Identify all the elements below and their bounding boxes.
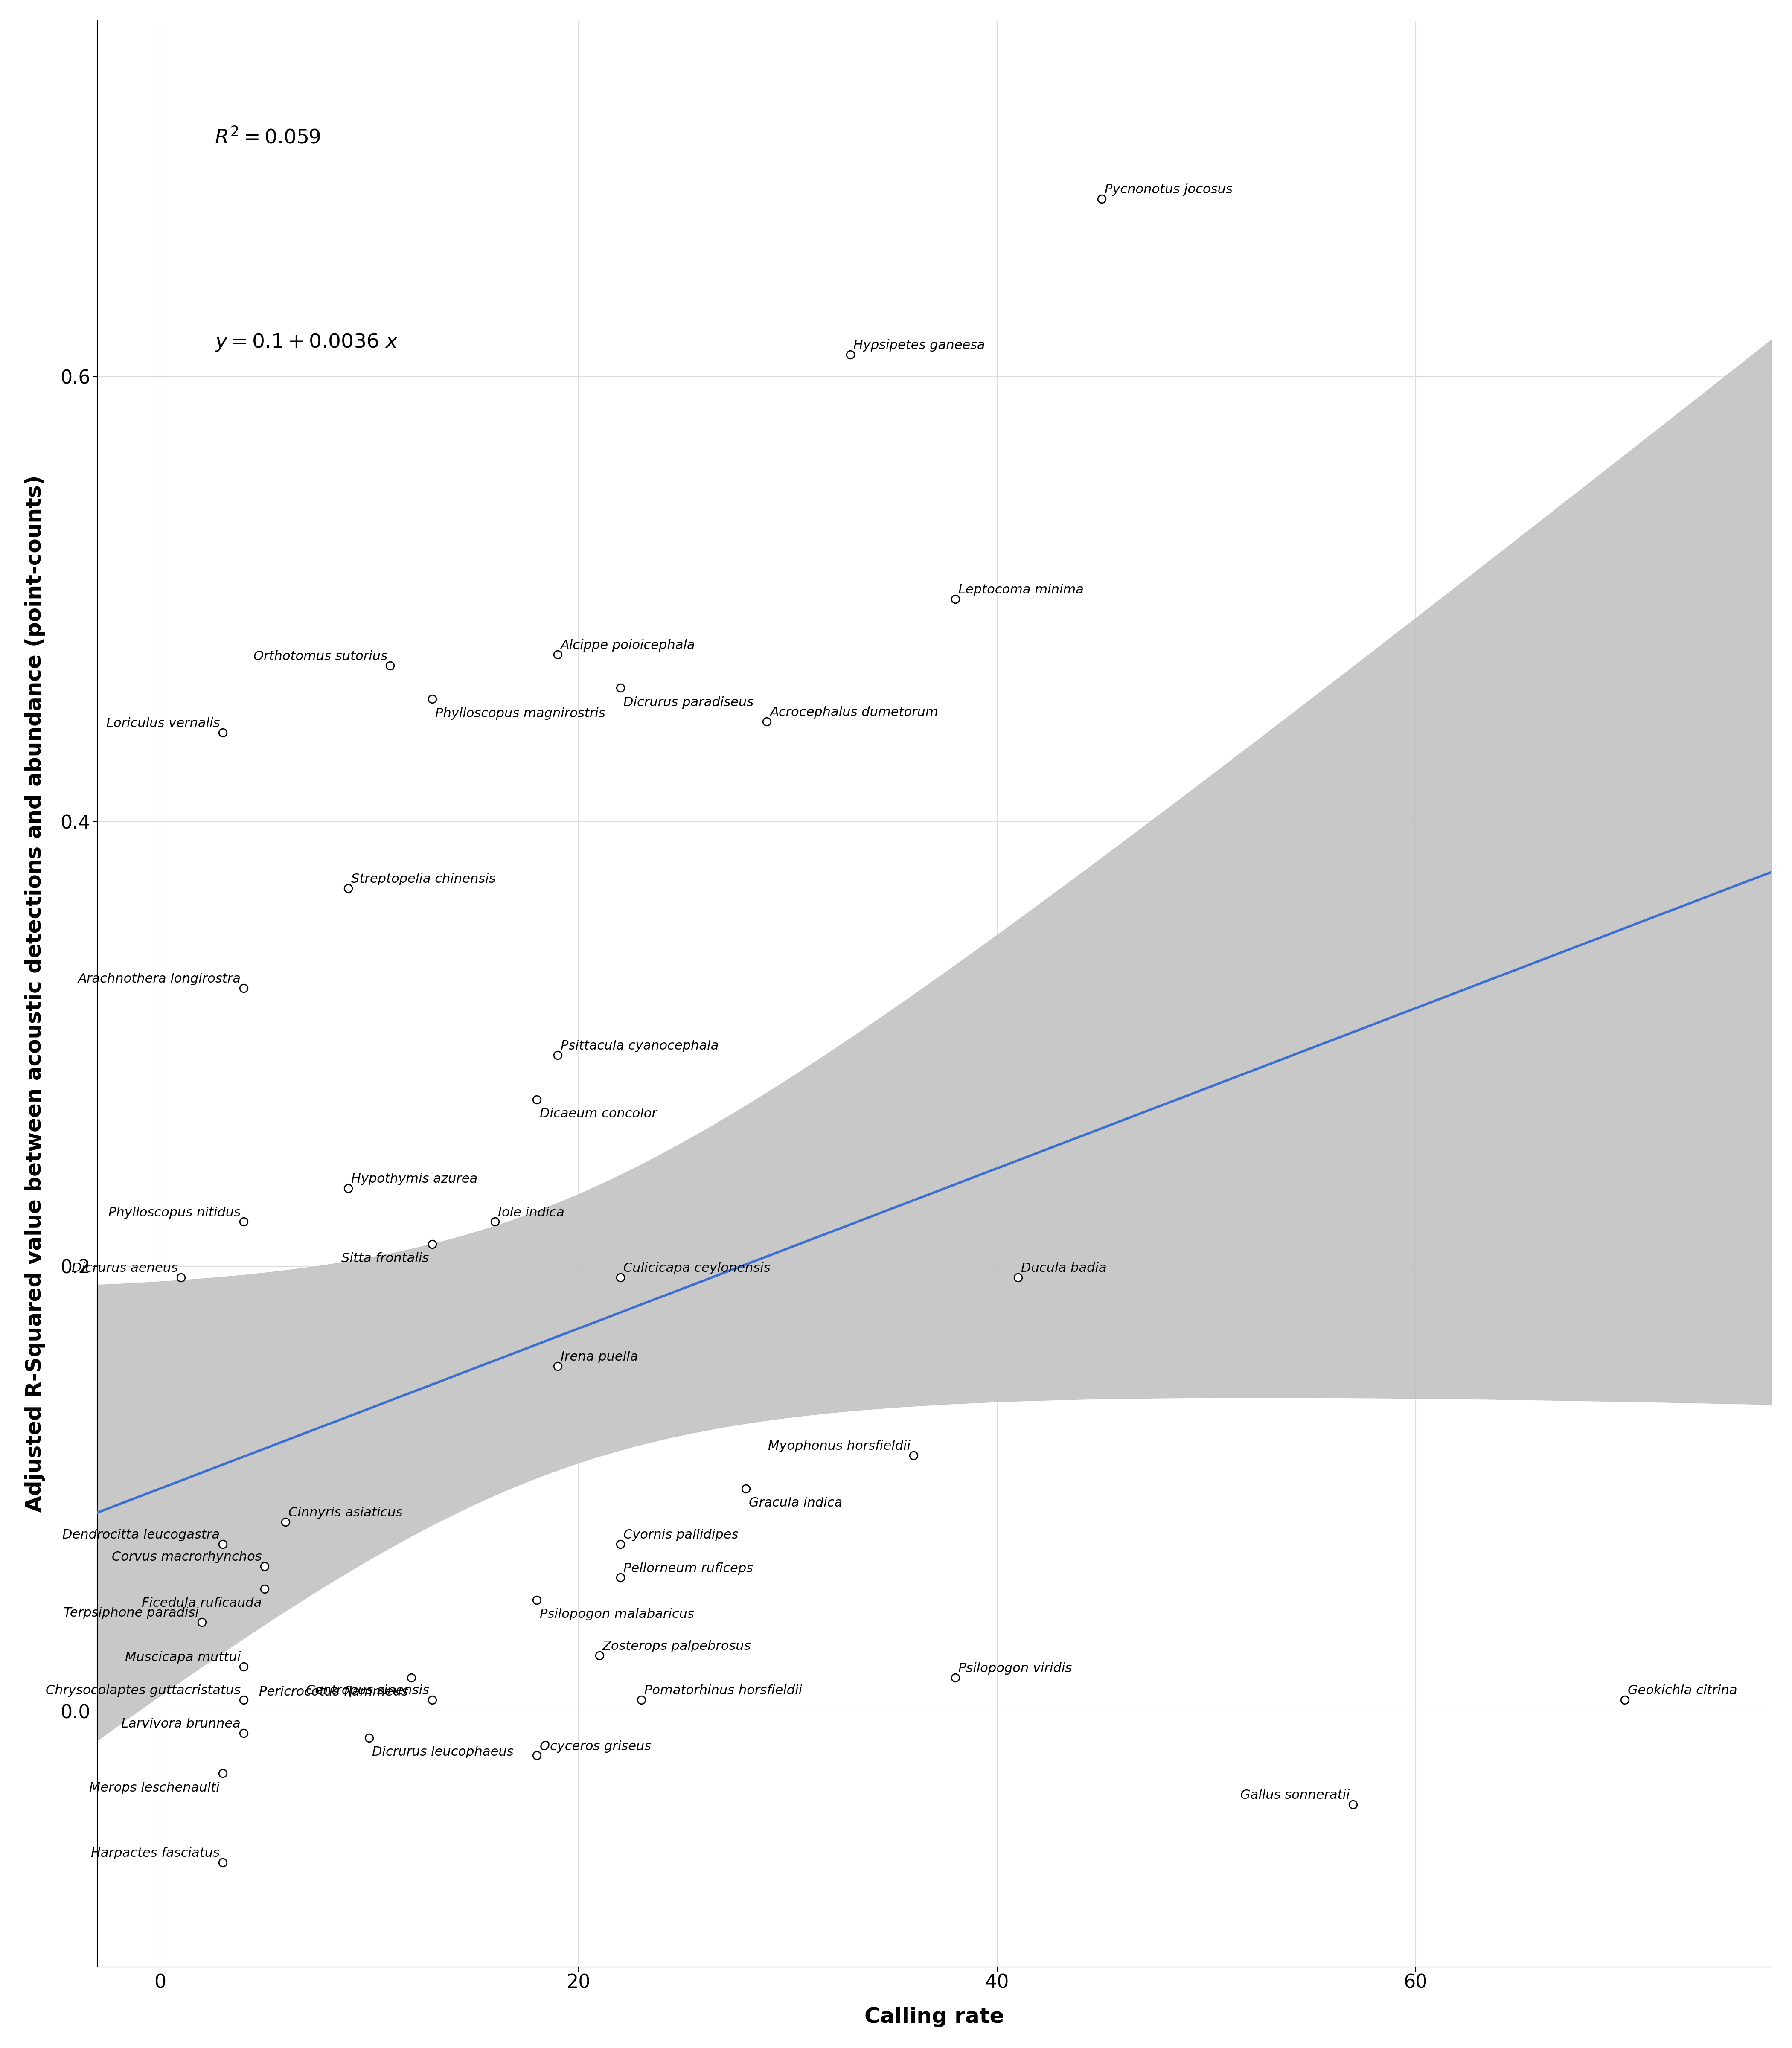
Text: Psilopogon viridis: Psilopogon viridis xyxy=(959,1663,1072,1675)
Point xyxy=(333,1171,362,1204)
Point xyxy=(941,1661,969,1694)
Text: Chrysocolaptes guttacristatus: Chrysocolaptes guttacristatus xyxy=(47,1686,240,1698)
Text: Terpsiphone paradisi: Terpsiphone paradisi xyxy=(65,1608,199,1620)
Text: Dicrurus aeneus: Dicrurus aeneus xyxy=(72,1262,177,1274)
Text: Streptopelia chinensis: Streptopelia chinensis xyxy=(351,872,496,885)
Text: Corvus macrorhynchos: Corvus macrorhynchos xyxy=(111,1550,262,1563)
Text: Hypothymis azurea: Hypothymis azurea xyxy=(351,1174,478,1186)
Text: Sitta frontalis: Sitta frontalis xyxy=(342,1251,428,1266)
Text: Phylloscopus nitidus: Phylloscopus nitidus xyxy=(109,1206,240,1219)
Text: Dicaeum concolor: Dicaeum concolor xyxy=(539,1108,658,1120)
Point xyxy=(521,1083,550,1116)
Text: Pericrocotus flammeus: Pericrocotus flammeus xyxy=(258,1686,409,1698)
Point xyxy=(418,1227,446,1260)
Point xyxy=(753,705,781,737)
Point xyxy=(941,582,969,614)
Point xyxy=(731,1473,760,1505)
Point xyxy=(229,1716,258,1749)
Point xyxy=(229,1651,258,1683)
Text: Muscicapa muttui: Muscicapa muttui xyxy=(125,1651,240,1663)
Point xyxy=(271,1505,299,1538)
Point xyxy=(606,1262,634,1294)
Point xyxy=(229,1206,258,1239)
Point xyxy=(543,1350,572,1382)
Point xyxy=(355,1720,383,1753)
Text: Ducula badia: Ducula badia xyxy=(1021,1262,1106,1274)
Point xyxy=(837,338,866,371)
Text: Leptocoma minima: Leptocoma minima xyxy=(959,584,1084,596)
Point xyxy=(418,1683,446,1716)
Text: Centropus sinensis: Centropus sinensis xyxy=(306,1686,428,1698)
Point xyxy=(586,1638,615,1671)
Text: Phylloscopus magnirostris: Phylloscopus magnirostris xyxy=(435,707,606,719)
Point xyxy=(208,717,237,750)
Point xyxy=(229,973,258,1006)
Text: Acrocephalus dumetorum: Acrocephalus dumetorum xyxy=(771,707,939,719)
Text: Dicrurus leucophaeus: Dicrurus leucophaeus xyxy=(373,1747,514,1759)
Point xyxy=(167,1262,195,1294)
Text: Orthotomus sutorius: Orthotomus sutorius xyxy=(253,651,387,664)
Point xyxy=(627,1683,656,1716)
X-axis label: Calling rate: Calling rate xyxy=(864,2007,1004,2028)
Text: Psilopogon malabaricus: Psilopogon malabaricus xyxy=(539,1608,694,1620)
Point xyxy=(1088,182,1116,215)
Text: $y = 0.1 + 0.0036\ x$: $y = 0.1 + 0.0036\ x$ xyxy=(215,332,398,352)
Point xyxy=(543,639,572,672)
Point xyxy=(208,1528,237,1561)
Point xyxy=(606,1528,634,1561)
Point xyxy=(606,672,634,705)
Text: Gallus sonneratii: Gallus sonneratii xyxy=(1240,1790,1349,1802)
Text: Larvivora brunnea: Larvivora brunnea xyxy=(122,1718,240,1731)
Y-axis label: Adjusted R-Squared value between acoustic detections and abundance (point-counts: Adjusted R-Squared value between acousti… xyxy=(25,475,45,1511)
Point xyxy=(251,1550,280,1583)
Text: Gracula indica: Gracula indica xyxy=(749,1497,842,1509)
Point xyxy=(229,1683,258,1716)
Point xyxy=(480,1206,509,1239)
Point xyxy=(543,1038,572,1071)
Point xyxy=(396,1661,425,1694)
Point xyxy=(418,682,446,715)
Point xyxy=(208,1845,237,1878)
Text: Cyornis pallidipes: Cyornis pallidipes xyxy=(624,1530,738,1542)
Point xyxy=(376,649,405,682)
Text: Merops leschenaulti: Merops leschenaulti xyxy=(90,1782,220,1794)
Text: Ficedula ruficauda: Ficedula ruficauda xyxy=(142,1597,262,1610)
Text: Hypsipetes ganeesa: Hypsipetes ganeesa xyxy=(853,340,986,352)
Text: Zosterops palpebrosus: Zosterops palpebrosus xyxy=(602,1640,751,1653)
Text: Geokichla citrina: Geokichla citrina xyxy=(1627,1686,1736,1698)
Point xyxy=(188,1606,217,1638)
Text: $R^2 = 0.059$: $R^2 = 0.059$ xyxy=(215,127,321,147)
Text: Pycnonotus jocosus: Pycnonotus jocosus xyxy=(1104,184,1233,197)
Text: Dendrocitta leucogastra: Dendrocitta leucogastra xyxy=(63,1530,220,1542)
Text: Myophonus horsfieldii: Myophonus horsfieldii xyxy=(767,1440,910,1452)
Point xyxy=(521,1583,550,1616)
Point xyxy=(1611,1683,1640,1716)
Text: Pomatorhinus horsfieldii: Pomatorhinus horsfieldii xyxy=(645,1686,803,1698)
Text: Culicicapa ceylonensis: Culicicapa ceylonensis xyxy=(624,1262,771,1274)
Text: Harpactes fasciatus: Harpactes fasciatus xyxy=(91,1847,220,1860)
Point xyxy=(1339,1788,1367,1821)
Text: Arachnothera longirostra: Arachnothera longirostra xyxy=(77,973,240,985)
Text: Dicrurus paradiseus: Dicrurus paradiseus xyxy=(624,696,754,709)
Text: Irena puella: Irena puella xyxy=(561,1352,638,1364)
Text: Psittacula cyanocephala: Psittacula cyanocephala xyxy=(561,1040,719,1053)
Point xyxy=(208,1757,237,1790)
Text: Ocyceros griseus: Ocyceros griseus xyxy=(539,1741,650,1753)
Point xyxy=(521,1739,550,1772)
Text: Pellorneum ruficeps: Pellorneum ruficeps xyxy=(624,1563,753,1575)
Text: Cinnyris asiaticus: Cinnyris asiaticus xyxy=(289,1507,403,1520)
Text: Loriculus vernalis: Loriculus vernalis xyxy=(106,717,220,729)
Point xyxy=(606,1561,634,1593)
Point xyxy=(251,1573,280,1606)
Point xyxy=(900,1440,928,1473)
Point xyxy=(333,872,362,905)
Text: Iole indica: Iole indica xyxy=(498,1206,564,1219)
Text: Alcippe poioicephala: Alcippe poioicephala xyxy=(561,639,695,651)
Point xyxy=(1004,1262,1032,1294)
